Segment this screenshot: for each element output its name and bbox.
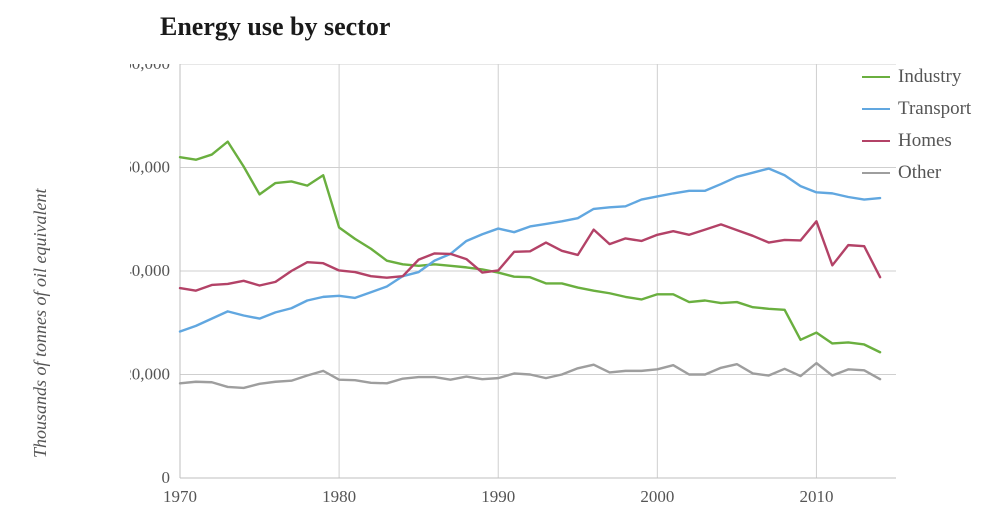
legend-swatch xyxy=(862,172,890,174)
x-tick-label: 1970 xyxy=(163,487,197,506)
chart-container: Energy use by sector Thousands of tonnes… xyxy=(0,0,994,524)
plot-area: 0 20,000 40,000 60,000 80,000 1970 1980 1990 200… xyxy=(130,64,846,518)
chart-svg: 0 20,000 40,000 60,000 80,000 1970 1980 1990 200… xyxy=(130,64,906,518)
y-tick-label: 80,000 xyxy=(130,64,170,73)
series-line-industry xyxy=(180,142,880,353)
y-tick-label: 0 xyxy=(162,468,171,487)
chart-title: Energy use by sector xyxy=(160,12,390,42)
legend-item-homes: Homes xyxy=(862,130,971,152)
legend-label: Other xyxy=(898,162,941,184)
legend-label: Industry xyxy=(898,66,961,88)
x-tick-label: 2000 xyxy=(640,487,674,506)
legend-label: Homes xyxy=(898,130,952,152)
x-tick-label: 2010 xyxy=(799,487,833,506)
series-line-other xyxy=(180,363,880,388)
y-tick-label: 60,000 xyxy=(130,158,170,177)
y-tick-label: 20,000 xyxy=(130,365,170,384)
legend-swatch xyxy=(862,140,890,142)
x-tick-label: 1990 xyxy=(481,487,515,506)
legend-swatch xyxy=(862,108,890,110)
y-tick-label: 40,000 xyxy=(130,261,170,280)
y-axis-label: Thousands of tonnes of oil equivalent xyxy=(30,189,51,459)
legend-item-transport: Transport xyxy=(862,98,971,120)
legend: Industry Transport Homes Other xyxy=(862,66,971,194)
legend-swatch xyxy=(862,76,890,78)
legend-item-industry: Industry xyxy=(862,66,971,88)
series-line-homes xyxy=(180,221,880,290)
legend-label: Transport xyxy=(898,98,971,120)
legend-item-other: Other xyxy=(862,162,971,184)
x-tick-label: 1980 xyxy=(322,487,356,506)
